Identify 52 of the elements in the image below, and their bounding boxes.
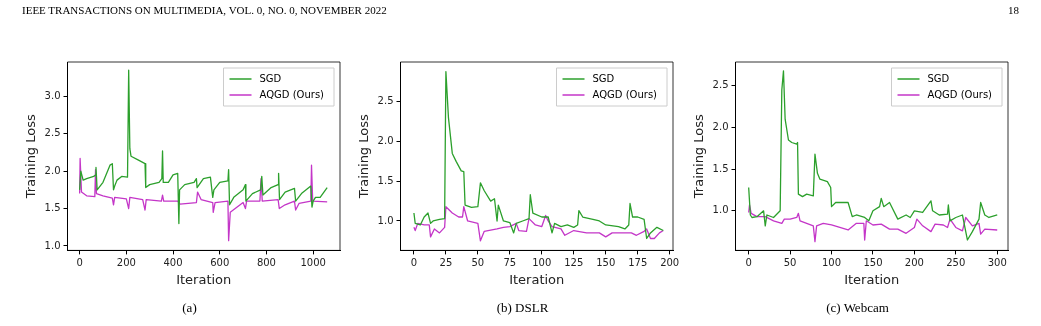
y-tick-label: 2.0 [377,135,394,147]
x-tick-label: 200 [904,256,924,268]
x-tick-label: 0 [410,256,418,268]
y-axis-title: Training Loss [691,114,707,200]
x-tick-label: 50 [783,256,797,268]
legend-label: AQGD (Ours) [927,88,993,100]
x-tick-label: 125 [564,256,584,268]
x-tick-label: 400 [163,256,183,268]
x-tick-label: 175 [628,256,648,268]
x-tick-label: 50 [471,256,485,268]
legend-label: AQGD (Ours) [259,88,325,100]
y-axis-title: Training Loss [356,114,372,200]
y-tick-label: 2.5 [712,79,729,91]
text: (c) Webcam [825,300,890,316]
y-tick-label: 2.0 [712,121,729,133]
x-axis-title: Iteration [176,271,232,287]
x-tick-label: 100 [532,256,552,268]
legend-label: SGD [927,72,950,84]
x-tick-label: 0 [76,256,83,268]
x-tick-label: 75 [503,256,517,268]
x-tick-label: 200 [660,256,680,268]
y-tick-label: 1.0 [377,214,394,226]
y-tick-label: 3.0 [44,89,61,101]
text: (b) DSLR [495,300,550,316]
y-tick-label: 1.0 [44,239,61,251]
y-tick-label: 2.0 [44,164,61,176]
x-tick-label: 300 [987,256,1007,268]
legend-label: SGD [259,72,282,84]
y-tick-label: 2.5 [377,95,394,107]
x-tick-label: 100 [821,256,842,268]
legend-label: SGD [592,72,615,84]
x-axis-title: Iteration [844,271,900,287]
x-tick-label: 600 [210,256,230,268]
x-tick-label: 150 [596,256,616,268]
text: 18 [1008,4,1019,16]
y-tick-label: 2.5 [44,127,61,139]
text: IEEE TRANSACTIONS ON MULTIMEDIA, VOL. 0, NO. 0, NOVEMBER 2022 [22,4,387,16]
legend-label: AQGD (Ours) [592,88,658,100]
y-tick-label: 1.5 [377,174,394,186]
x-tick-label: 1000 [300,256,326,268]
y-tick-label: 1.5 [44,202,61,214]
y-tick-label: 1.5 [712,162,729,174]
x-tick-label: 250 [946,256,966,268]
y-axis-title: Training Loss [23,114,39,200]
x-tick-label: 200 [116,256,136,268]
text: (a) [181,300,198,316]
x-axis-title: Iteration [509,271,565,287]
x-tick-label: 25 [439,256,453,268]
y-tick-label: 1.0 [712,204,729,216]
x-tick-label: 0 [745,256,752,268]
x-tick-label: 150 [863,256,883,268]
x-tick-label: 800 [256,256,276,268]
